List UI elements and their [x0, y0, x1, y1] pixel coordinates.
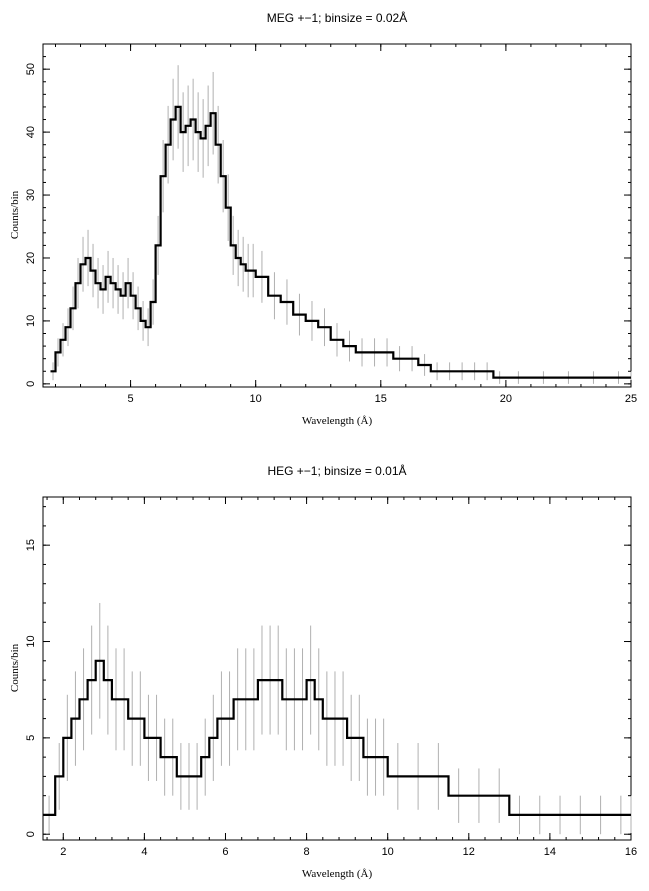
y-tick-label: 30 — [25, 189, 37, 201]
spectrum-line — [43, 659, 631, 816]
meg-x-axis: 5 10 15 20 25 — [55, 44, 637, 405]
meg-y-axis: 0 10 20 30 40 50 — [25, 43, 631, 387]
x-tick-label: 15 — [375, 393, 387, 405]
y-tick-label: 0 — [25, 381, 37, 387]
y-tick-label: 5 — [25, 735, 37, 741]
x-tick-label: 2 — [60, 846, 66, 858]
x-tick-label: 10 — [382, 846, 394, 858]
x-tick-label: 12 — [463, 846, 475, 858]
meg-y-axis-label: Counts/bin — [9, 190, 21, 239]
y-tick-label: 50 — [25, 63, 37, 75]
heg-panel: HEG +−1; binsize = 0.01Å 2 4 6 8 10 12 14 16 0 5… — [9, 463, 637, 880]
x-tick-label: 8 — [304, 846, 310, 858]
y-tick-label: 0 — [25, 831, 37, 837]
heg-plot-frame — [42, 496, 632, 841]
meg-plot-frame — [42, 43, 632, 388]
x-tick-label: 4 — [141, 846, 147, 858]
y-tick-label: 10 — [25, 315, 37, 327]
heg-x-axis-label: Wavelength (Å) — [302, 868, 373, 880]
x-tick-label: 20 — [500, 393, 512, 405]
x-tick-label: 5 — [128, 393, 134, 405]
heg-x-axis: 2 4 6 8 10 12 14 16 — [46, 497, 637, 858]
heg-y-axis-label: Counts/bin — [9, 643, 21, 692]
meg-series — [50, 105, 631, 379]
meg-panel: MEG +−1; binsize = 0.02Å 5 10 15 20 25 0 10 20… — [9, 10, 637, 427]
heg-y-axis: 0 5 10 15 — [25, 506, 631, 837]
y-tick-label: 10 — [25, 635, 37, 647]
spectrum-line — [50, 105, 631, 379]
x-tick-label: 25 — [625, 393, 637, 405]
x-tick-label: 14 — [544, 846, 556, 858]
y-tick-label: 20 — [25, 252, 37, 264]
meg-x-axis-label: Wavelength (Å) — [302, 415, 373, 427]
meg-error-bars — [52, 65, 632, 384]
x-tick-label: 16 — [625, 846, 637, 858]
y-tick-label: 15 — [25, 539, 37, 551]
heg-title: HEG +−1; binsize = 0.01Å — [267, 463, 406, 478]
x-tick-label: 6 — [222, 846, 228, 858]
x-tick-label: 10 — [250, 393, 262, 405]
meg-title: MEG +−1; binsize = 0.02Å — [267, 10, 407, 25]
heg-series — [43, 659, 631, 816]
y-tick-label: 40 — [25, 126, 37, 138]
